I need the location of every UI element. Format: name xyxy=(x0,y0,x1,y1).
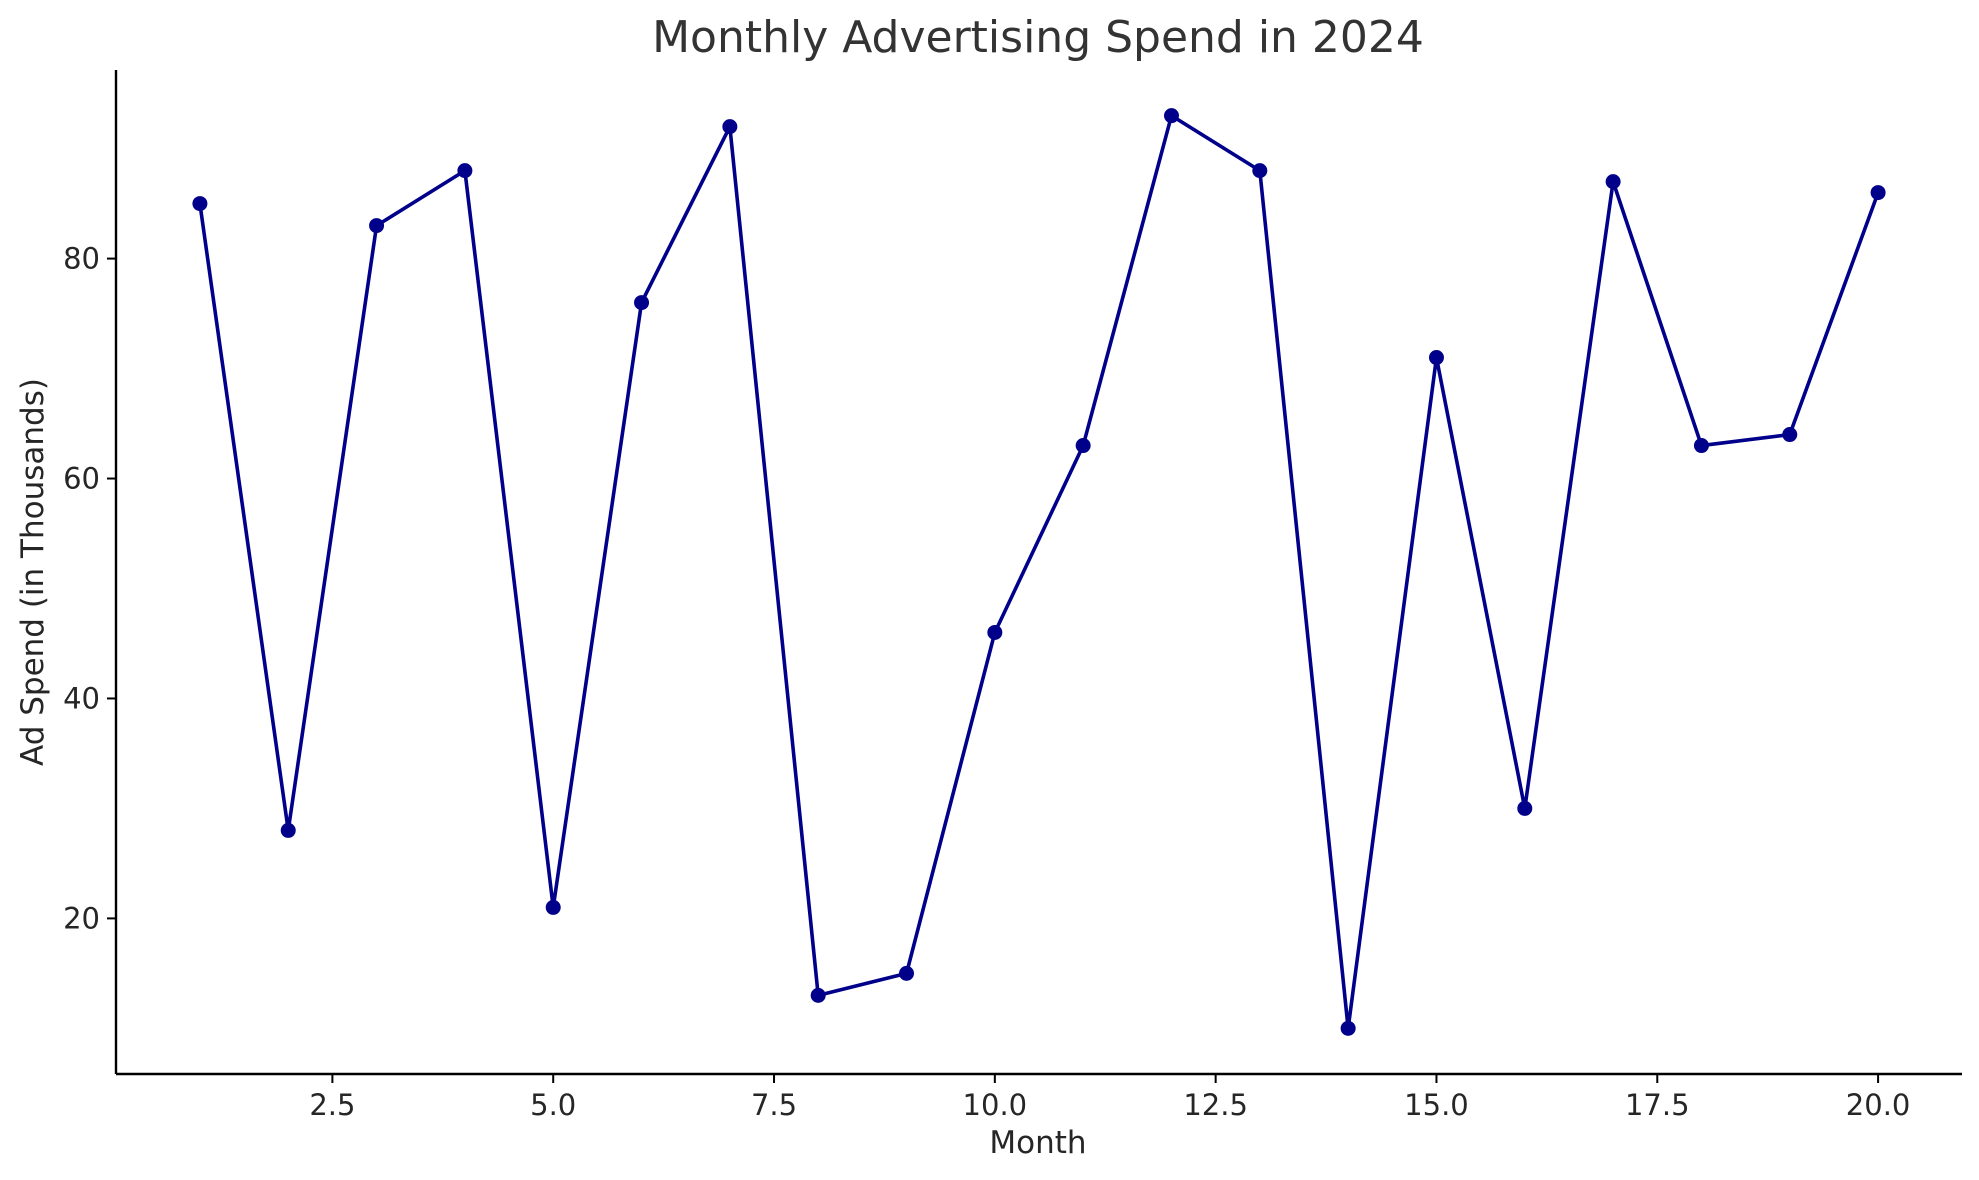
y-tick-label: 80 xyxy=(63,242,100,276)
x-tick-label: 20.0 xyxy=(1846,1088,1911,1122)
data-point xyxy=(987,624,1003,640)
data-point xyxy=(1340,1020,1356,1036)
data-point xyxy=(810,987,826,1003)
x-tick-label: 5.0 xyxy=(530,1088,576,1122)
y-tick-label: 40 xyxy=(63,681,100,715)
data-point xyxy=(1782,427,1798,443)
data-point xyxy=(545,899,561,915)
data-point xyxy=(1252,163,1268,179)
data-point xyxy=(722,119,738,135)
data-point xyxy=(634,295,650,311)
data-point xyxy=(899,965,915,981)
data-point xyxy=(457,163,473,179)
chart-title: Monthly Advertising Spend in 2024 xyxy=(652,12,1424,63)
y-ticks: 20 40 60 80 xyxy=(63,242,116,935)
x-tick-label: 17.5 xyxy=(1625,1088,1690,1122)
x-tick-label: 10.0 xyxy=(963,1088,1028,1122)
x-tick-label: 2.5 xyxy=(309,1088,355,1122)
data-point xyxy=(1693,438,1709,454)
y-tick-label: 60 xyxy=(63,462,100,496)
data-point xyxy=(369,218,385,234)
data-point xyxy=(280,822,296,838)
x-tick-label: 7.5 xyxy=(751,1088,797,1122)
x-axis-label: Month xyxy=(989,1125,1086,1161)
axes xyxy=(114,70,1962,1076)
data-point xyxy=(1428,350,1444,366)
data-point xyxy=(1075,438,1091,454)
y-tick-label: 20 xyxy=(63,901,100,935)
x-tick-label: 12.5 xyxy=(1183,1088,1248,1122)
data-point xyxy=(192,196,208,212)
y-axis-label: Ad Spend (in Thousands) xyxy=(15,378,51,766)
x-tick-label: 15.0 xyxy=(1404,1088,1469,1122)
x-ticks: 2.5 5.0 7.5 10.0 12.5 15.0 17.5 20.0 xyxy=(309,1074,1910,1122)
series-line xyxy=(198,113,1880,1031)
data-point xyxy=(1605,174,1621,190)
data-point xyxy=(1517,800,1533,816)
data-point xyxy=(1163,108,1179,124)
data-series xyxy=(192,108,1886,1036)
data-point xyxy=(1870,185,1886,201)
